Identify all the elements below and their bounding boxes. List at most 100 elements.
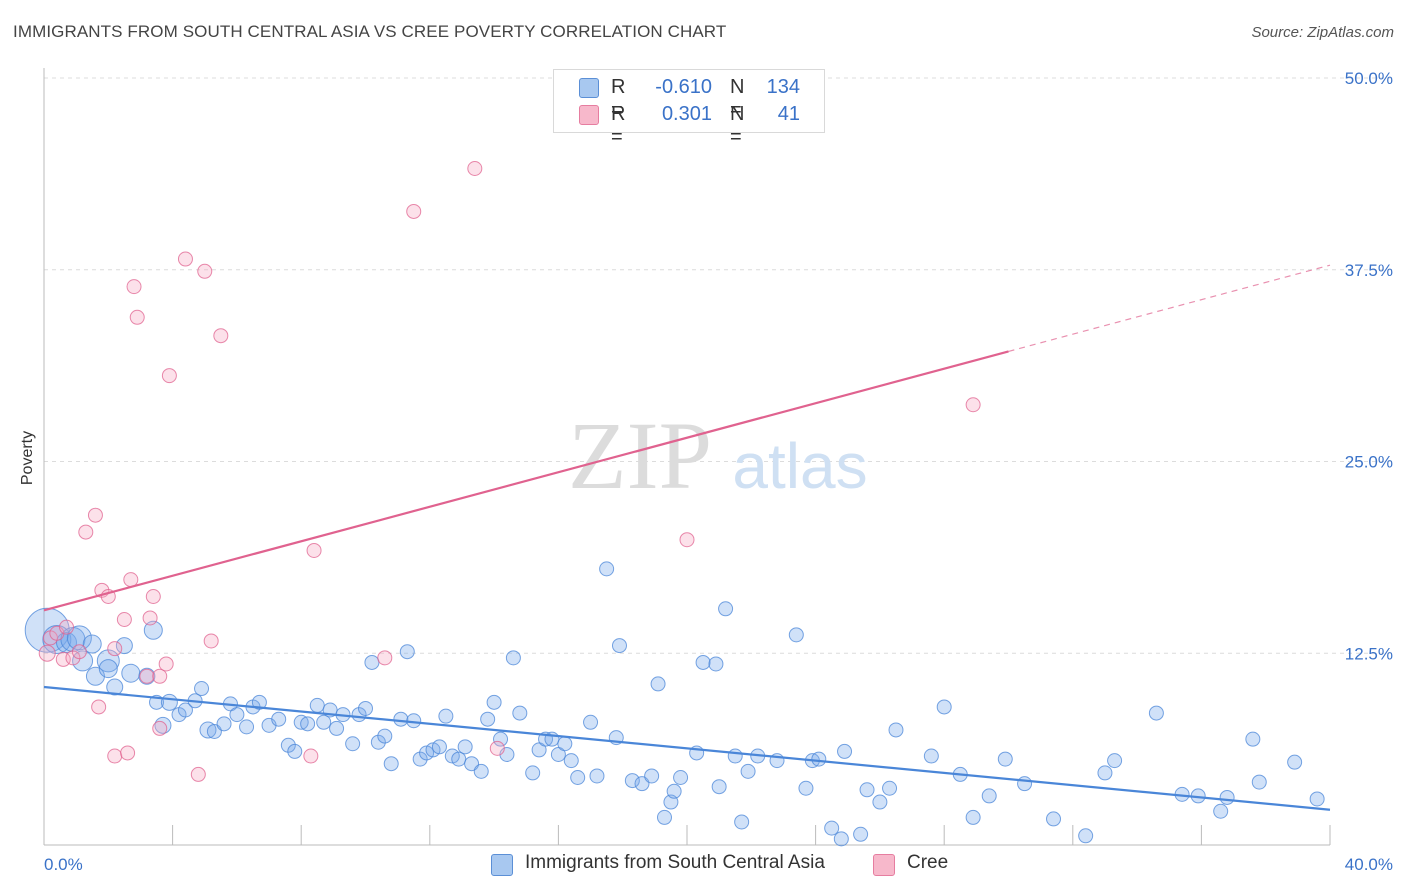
- point-immigrants: [1097, 765, 1113, 781]
- point-immigrants: [239, 719, 255, 735]
- point-cree: [377, 650, 393, 666]
- point-cree: [161, 368, 177, 384]
- point-cree: [107, 748, 123, 764]
- point-immigrants: [194, 681, 210, 697]
- point-immigrants: [383, 756, 399, 772]
- point-immigrants: [143, 620, 163, 640]
- point-immigrants: [1287, 754, 1303, 770]
- point-immigrants: [329, 720, 345, 736]
- legend-n-label: N =: [730, 103, 745, 148]
- point-immigrants: [480, 711, 496, 727]
- point-immigrants: [650, 676, 666, 692]
- point-immigrants: [345, 736, 361, 752]
- legend-r-label: R =: [611, 103, 626, 148]
- point-immigrants: [457, 739, 473, 755]
- point-cree: [306, 542, 322, 558]
- legend-n-label: N =: [730, 76, 745, 121]
- point-cree: [679, 532, 695, 548]
- point-immigrants: [557, 736, 573, 752]
- point-immigrants: [525, 765, 541, 781]
- point-immigrants: [563, 753, 579, 769]
- point-immigrants: [740, 763, 756, 779]
- y-tick-label: 37.5%: [1345, 261, 1393, 280]
- point-cree: [406, 203, 422, 219]
- legend-label-cree: Cree: [907, 852, 949, 873]
- trendline-cree-extension: [1008, 264, 1331, 353]
- point-cree: [91, 699, 107, 715]
- point-immigrants: [656, 809, 672, 825]
- point-immigrants: [412, 751, 428, 767]
- point-cree: [120, 745, 136, 761]
- point-immigrants: [1309, 791, 1325, 807]
- point-immigrants: [1213, 803, 1229, 819]
- point-immigrants: [788, 627, 804, 643]
- point-immigrants: [451, 751, 467, 767]
- point-cree: [467, 161, 483, 177]
- point-immigrants: [666, 783, 682, 799]
- tick-labels: 12.5% 25.0% 37.5% 50.0% 0.0% 40.0%: [44, 69, 1393, 874]
- point-cree: [197, 263, 213, 279]
- point-immigrants: [486, 694, 502, 710]
- point-immigrants: [512, 705, 528, 721]
- point-immigrants: [72, 650, 94, 672]
- point-immigrants: [370, 734, 386, 750]
- point-immigrants: [377, 728, 393, 744]
- point-immigrants: [624, 773, 640, 789]
- point-immigrants: [229, 707, 245, 723]
- point-immigrants: [711, 779, 727, 795]
- point-immigrants: [734, 814, 750, 830]
- point-immigrants: [1078, 828, 1094, 844]
- point-immigrants: [216, 716, 232, 732]
- point-cree: [78, 524, 94, 540]
- point-immigrants: [872, 794, 888, 810]
- point-cree: [55, 651, 71, 667]
- point-cree: [65, 650, 81, 666]
- point-immigrants: [505, 650, 521, 666]
- point-immigrants: [708, 656, 724, 672]
- point-immigrants: [364, 654, 380, 670]
- point-immigrants: [66, 625, 92, 651]
- legend-label-immigrants: Immigrants from South Central Asia: [525, 852, 825, 873]
- legend-r-value: 0.301: [661, 103, 712, 125]
- x-tick-label: 40.0%: [1345, 855, 1393, 874]
- point-cree: [139, 668, 155, 684]
- legend-r-label: R =: [611, 76, 626, 121]
- point-immigrants: [121, 663, 141, 683]
- point-immigrants: [570, 770, 586, 786]
- point-cree: [145, 588, 161, 604]
- point-cree: [87, 507, 103, 523]
- point-immigrants: [300, 716, 316, 732]
- axes: [43, 68, 1331, 846]
- point-immigrants: [859, 782, 875, 798]
- point-immigrants: [936, 699, 952, 715]
- point-immigrants: [287, 743, 303, 759]
- point-cree: [152, 720, 168, 736]
- point-immigrants: [251, 694, 267, 710]
- point-immigrants: [1046, 811, 1062, 827]
- point-immigrants: [644, 768, 660, 784]
- point-immigrants: [1148, 705, 1164, 721]
- point-immigrants: [358, 700, 373, 716]
- point-cree: [303, 748, 319, 764]
- point-immigrants: [583, 714, 599, 730]
- point-immigrants: [673, 770, 689, 786]
- data-points: [24, 161, 1325, 847]
- point-immigrants: [82, 634, 102, 654]
- point-immigrants: [589, 768, 605, 784]
- point-immigrants: [473, 763, 489, 779]
- legend-swatch-blue: [579, 78, 599, 98]
- x-tick-label: 0.0%: [44, 855, 83, 874]
- point-immigrants: [115, 637, 133, 655]
- point-immigrants: [599, 561, 615, 577]
- point-immigrants: [309, 697, 325, 713]
- point-immigrants: [718, 601, 734, 617]
- point-immigrants: [431, 739, 447, 755]
- point-cree: [123, 572, 139, 588]
- legend-n-value: 134: [766, 76, 800, 98]
- point-immigrants: [138, 667, 156, 685]
- point-immigrants: [882, 780, 898, 796]
- chart-title: IMMIGRANTS FROM SOUTH CENTRAL ASIA VS CR…: [13, 22, 727, 41]
- point-cree: [71, 644, 87, 660]
- correlation-legend: R = -0.610 N = 134 R = 0.301 N = 41: [553, 69, 825, 148]
